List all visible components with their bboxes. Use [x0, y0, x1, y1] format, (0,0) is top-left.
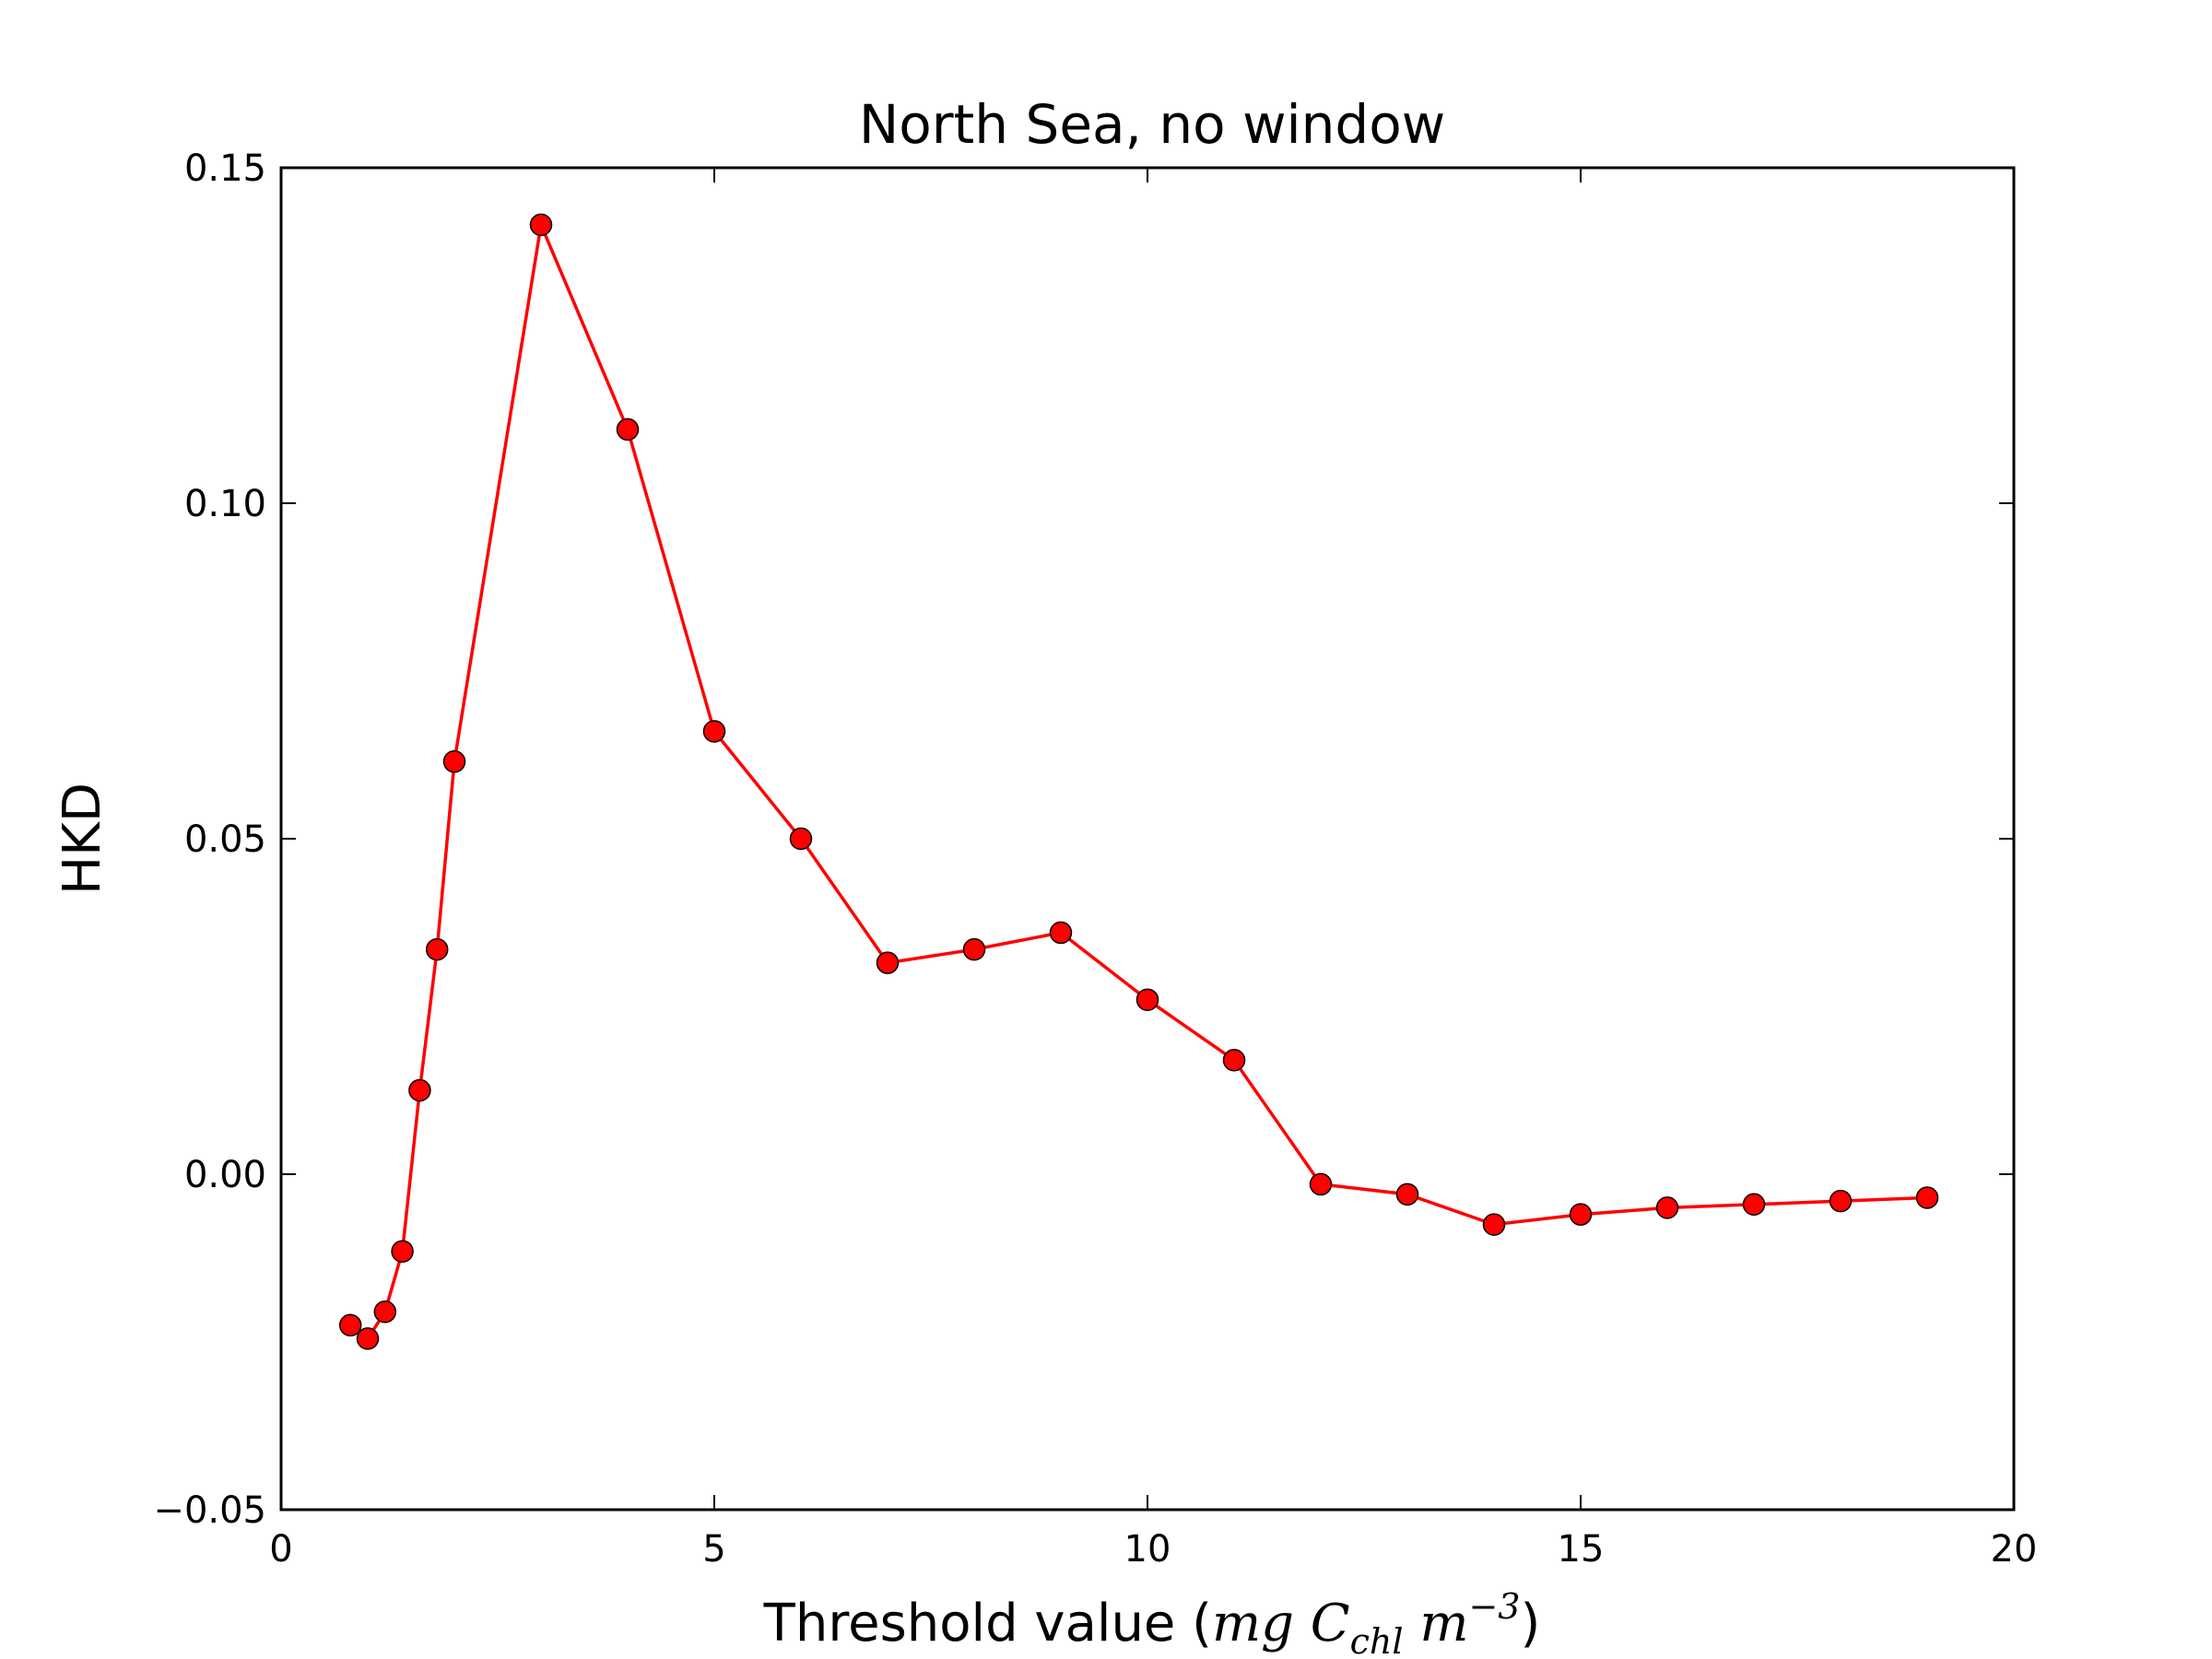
data-point	[702, 720, 726, 743]
data-point	[1655, 1196, 1679, 1219]
x-tick-label: 5	[702, 1528, 725, 1571]
data-point	[1915, 1186, 1939, 1209]
y-axis-label: HKD	[53, 782, 112, 895]
data-point	[408, 1078, 431, 1102]
data-point	[616, 418, 640, 441]
y-tick-label: 0.10	[184, 483, 266, 525]
y-tick-label: −0.05	[153, 1489, 266, 1532]
x-axis-label-close: )	[1521, 1594, 1541, 1653]
data-point	[1569, 1203, 1593, 1226]
x-tick-label: 0	[269, 1528, 292, 1571]
data-point	[338, 1313, 362, 1337]
data-point	[1829, 1189, 1853, 1213]
y-tick-label: 0.00	[184, 1154, 266, 1196]
series-line	[349, 223, 1928, 1341]
plot-area	[338, 213, 1939, 1350]
y-tick-label: 0.05	[184, 818, 266, 861]
x-axis-label-units: mg C	[1212, 1594, 1350, 1653]
data-point	[1135, 988, 1159, 1011]
data-point	[1049, 921, 1073, 945]
data-point	[1222, 1048, 1246, 1072]
x-tick-label: 20	[1991, 1528, 2038, 1571]
data-point	[529, 213, 553, 237]
data-point	[789, 827, 813, 851]
data-point	[962, 937, 986, 961]
chart-title: North Sea, no window	[859, 93, 1445, 156]
data-point	[425, 937, 449, 961]
x-axis-label-units-2: m	[1404, 1594, 1469, 1653]
x-axis-label-superscript: −3	[1468, 1586, 1520, 1627]
data-point	[876, 951, 900, 974]
data-point	[373, 1300, 397, 1324]
data-point	[356, 1327, 380, 1350]
data-point	[1742, 1193, 1766, 1217]
data-point	[1482, 1213, 1506, 1236]
x-tick-label: 15	[1558, 1528, 1605, 1571]
data-point	[1309, 1172, 1333, 1196]
data-point	[391, 1240, 414, 1263]
axes-frame	[279, 166, 2016, 1512]
data-point	[442, 750, 466, 773]
y-tick-label: 0.15	[184, 147, 266, 190]
x-axis-label-text: Threshold value (	[763, 1594, 1212, 1653]
data-point	[1395, 1182, 1419, 1206]
x-axis-label: Threshold value (mg Cchl m−3)	[763, 1586, 1541, 1659]
x-axis-label-subscript: chl	[1350, 1621, 1404, 1659]
x-tick-label: 10	[1124, 1528, 1171, 1571]
